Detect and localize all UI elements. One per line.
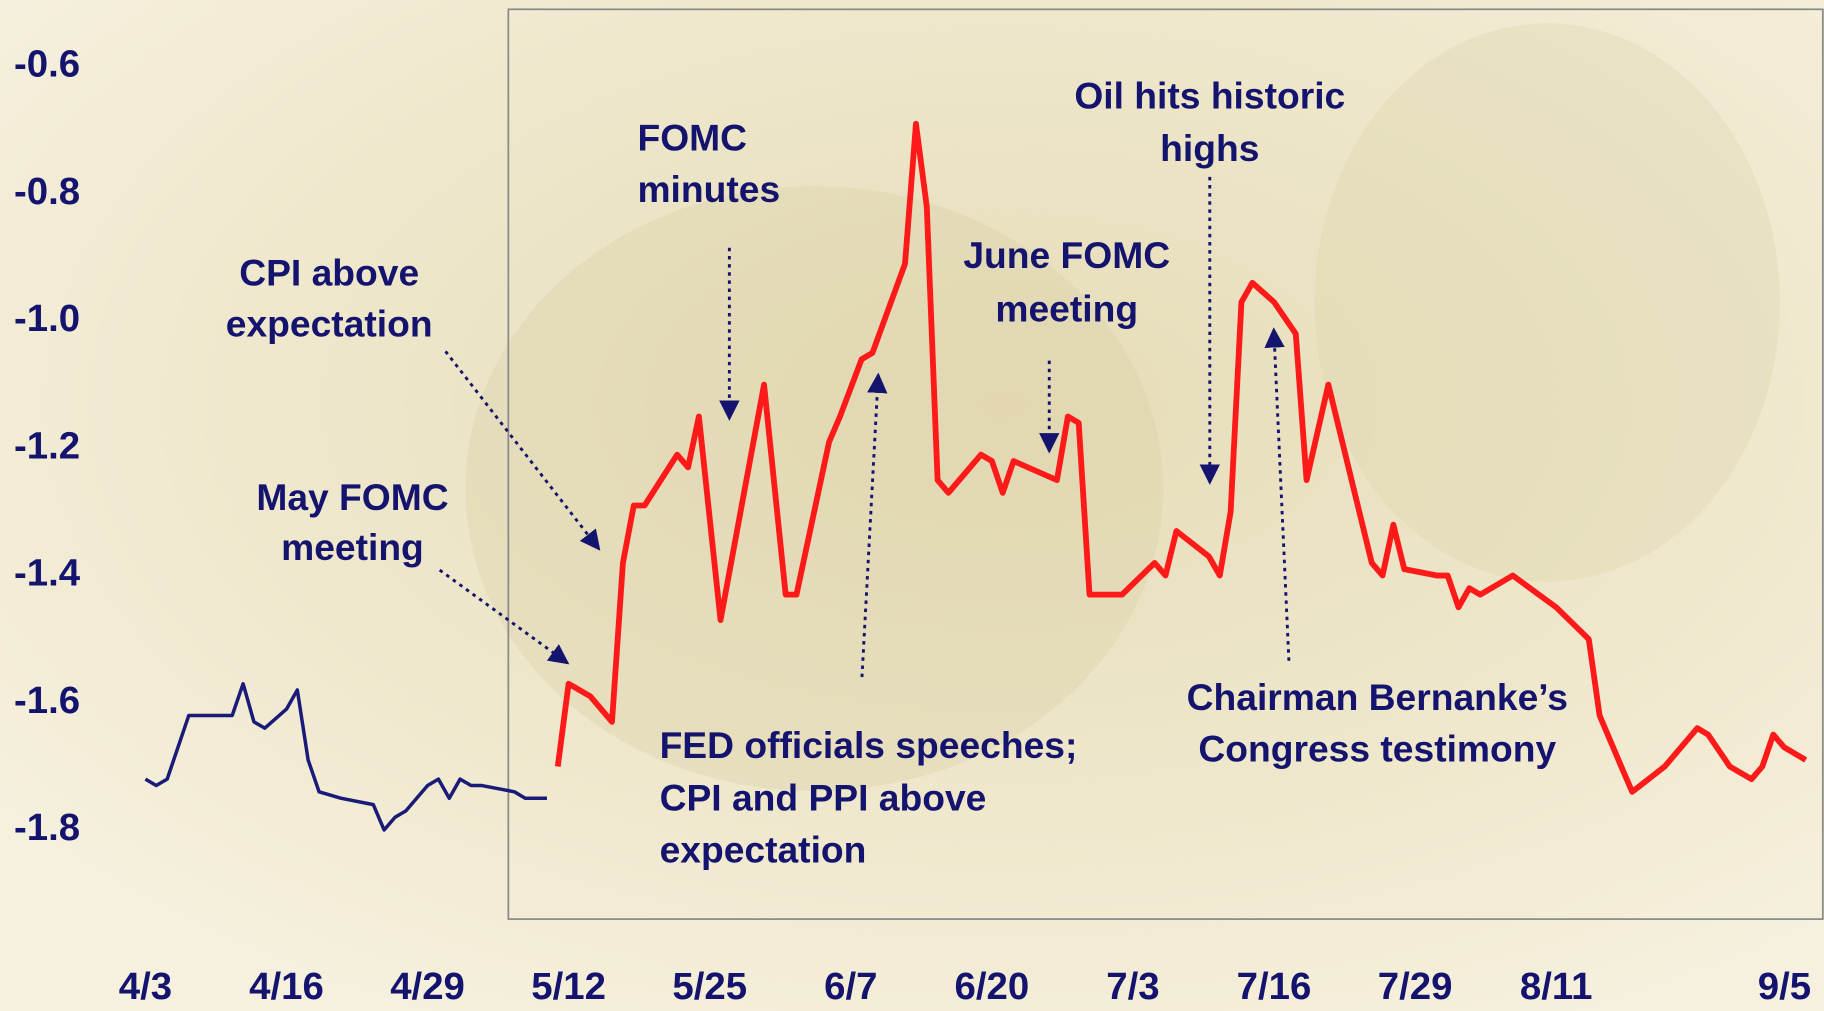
annotation-text: meeting — [281, 526, 424, 568]
annotation-text: CPI above — [239, 252, 419, 294]
arrow — [1264, 327, 1291, 661]
arrow — [444, 350, 601, 551]
annotation-text: expectation — [660, 829, 867, 871]
x-tick-label: 7/3 — [1106, 965, 1159, 1008]
x-tick-label: 5/12 — [531, 965, 606, 1008]
x-tick-label: 4/16 — [249, 965, 324, 1008]
annotation-text: June FOMC — [963, 234, 1170, 276]
x-tick-label: 5/25 — [672, 965, 747, 1008]
data-line — [144, 681, 547, 832]
annotation-text: Oil hits historic — [1074, 75, 1345, 117]
y-tick-label: -0.8 — [14, 170, 80, 213]
annotation-text: FOMC — [637, 117, 747, 159]
annotation-text: Congress testimony — [1198, 727, 1556, 769]
annotation-text: highs — [1160, 127, 1259, 169]
arrow — [438, 568, 570, 665]
annotation-text: expectation — [226, 303, 433, 345]
background-pattern — [465, 186, 1164, 792]
x-tick-label: 8/11 — [1520, 965, 1593, 1008]
x-tick-label: 6/20 — [955, 965, 1030, 1008]
arrow — [860, 372, 888, 678]
annotation-text: FED officials speeches; — [660, 724, 1078, 766]
y-tick-label: -1.8 — [14, 806, 80, 849]
plot-frame — [507, 8, 1824, 920]
annotation-text: CPI and PPI above — [660, 776, 987, 818]
annotation-text: May FOMC — [256, 476, 448, 518]
x-tick-label: 4/3 — [119, 965, 172, 1008]
y-tick-label: -1.4 — [14, 552, 81, 595]
x-tick-label: 6/7 — [824, 965, 877, 1008]
annotation-text: Chairman Bernanke’s — [1187, 676, 1568, 718]
y-tick-label: -1.0 — [14, 297, 80, 340]
background-pattern — [1314, 23, 1780, 582]
x-tick-label: 7/16 — [1237, 965, 1312, 1008]
x-tick-label: 7/29 — [1378, 965, 1453, 1008]
annotation-text: minutes — [637, 168, 780, 210]
data-line — [554, 120, 1808, 795]
x-tick-label: 9/5 — [1758, 965, 1811, 1008]
annotation-text: meeting — [995, 288, 1138, 330]
annotation-arrows — [438, 176, 1291, 678]
y-tick-label: -0.6 — [14, 43, 80, 86]
y-tick-label: -1.6 — [14, 679, 80, 722]
y-tick-label: -1.2 — [14, 424, 80, 467]
x-tick-label: 4/29 — [390, 965, 465, 1008]
